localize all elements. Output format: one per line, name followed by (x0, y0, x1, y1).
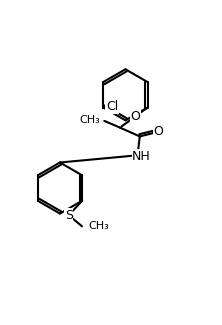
Text: CH₃: CH₃ (89, 221, 109, 231)
Text: Cl: Cl (106, 100, 118, 113)
Text: CH₃: CH₃ (79, 115, 100, 125)
Text: O: O (154, 125, 164, 138)
Text: NH: NH (132, 150, 151, 163)
Text: S: S (65, 209, 73, 222)
Text: O: O (130, 110, 140, 123)
